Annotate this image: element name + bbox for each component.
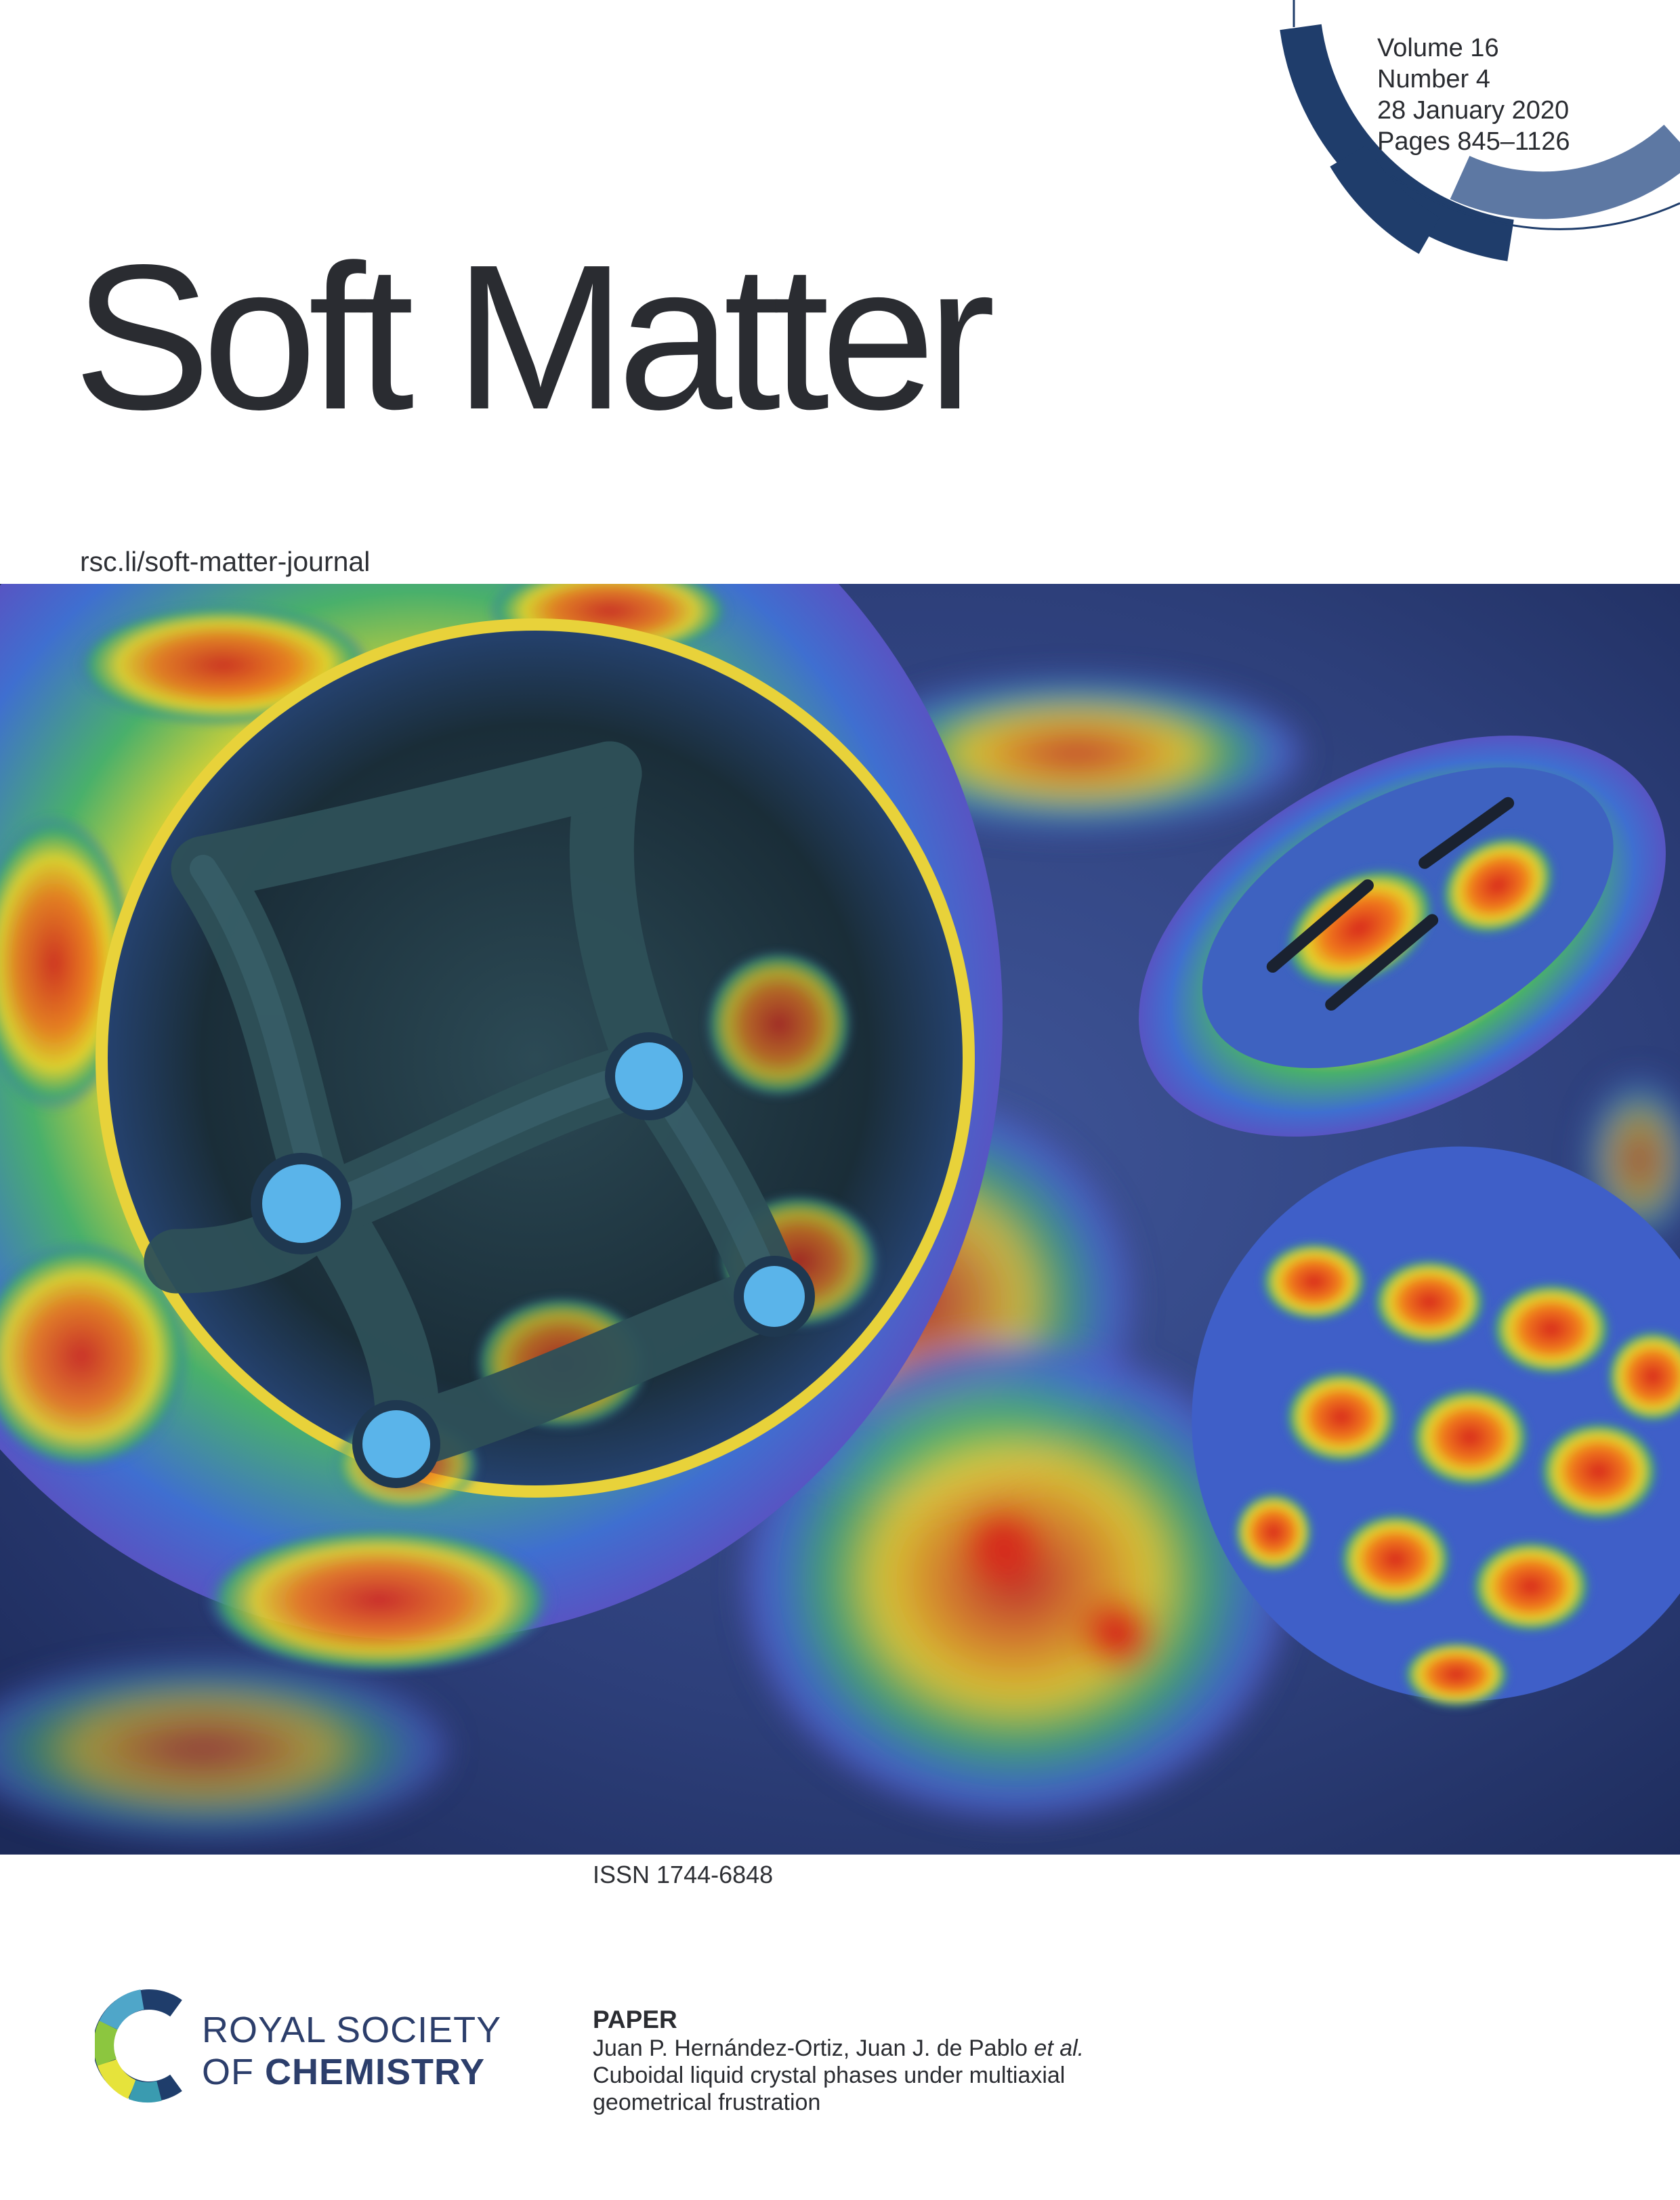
number-text: Number 4 (1377, 65, 1490, 93)
rsc-logo-icon (95, 1989, 182, 2103)
journal-title: Soft Matter (73, 221, 996, 452)
patterned-ellipsoid (1192, 1146, 1680, 1708)
cover-artwork (0, 584, 1680, 1855)
publisher-name-line1: ROYAL SOCIETY (202, 2010, 502, 2050)
paper-authors: Juan P. Hernández-Ortiz, Juan J. de Pabl… (593, 2035, 1541, 2062)
volume-text: Volume 16 (1377, 34, 1499, 62)
tube-ends (251, 1032, 815, 1488)
publisher-name-bold: CHEMISTRY (265, 2052, 486, 2092)
paper-title-line2: geometrical frustration (593, 2090, 821, 2115)
pages-text: Pages 845–1126 (1377, 127, 1570, 156)
paper-authors-names: Juan P. Hernández-Ortiz, Juan J. de Pabl… (593, 2035, 1028, 2061)
publisher-name-line2: OF CHEMISTRY (202, 2054, 485, 2090)
publisher-name-prefix: OF (202, 2052, 265, 2092)
issn: ISSN 1744-6848 (593, 1861, 774, 1888)
issue-info: Volume 16 Number 4 28 January 2020 Pages… (1377, 33, 1621, 157)
journal-url[interactable]: rsc.li/soft-matter-journal (80, 546, 371, 577)
paper-title-line1: Cuboidal liquid crystal phases under mul… (593, 2062, 1066, 2088)
decorative-arc-graphic (1280, 0, 1680, 261)
paper-authors-etal: et al. (1034, 2035, 1085, 2061)
paper-label: PAPER (593, 2006, 677, 2033)
date-text: 28 January 2020 (1377, 96, 1570, 125)
featured-paper: PAPER Juan P. Hernández-Ortiz, Juan J. d… (593, 2005, 1541, 2116)
open-ellipsoid (1139, 736, 1666, 1137)
main-particle (0, 584, 1003, 1674)
